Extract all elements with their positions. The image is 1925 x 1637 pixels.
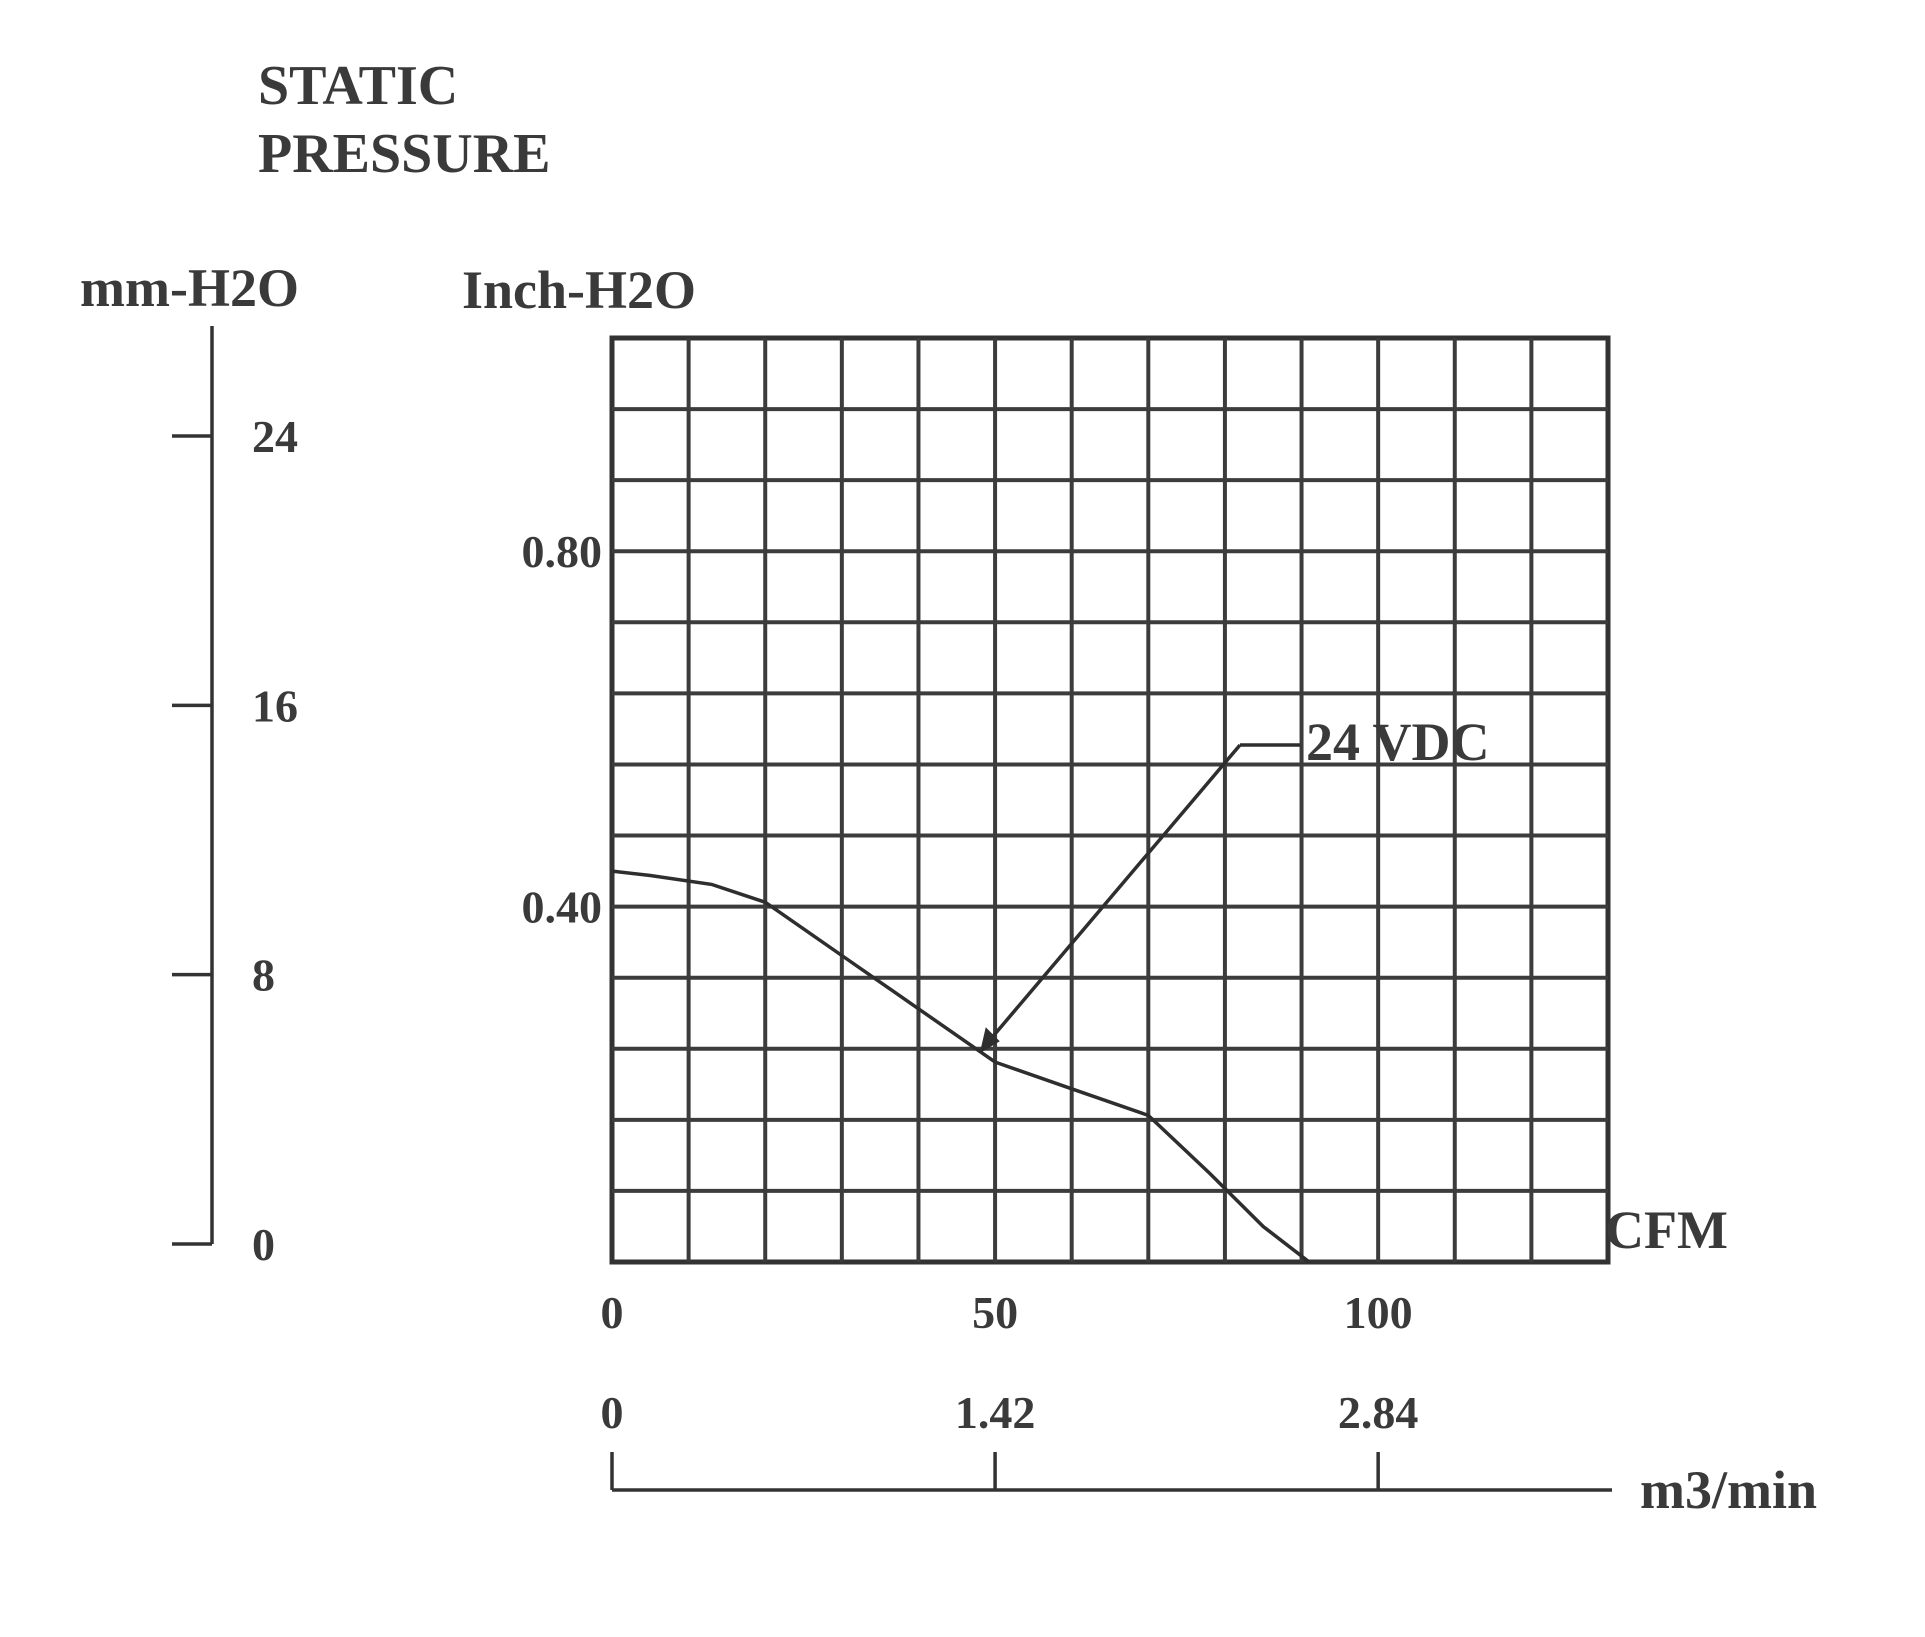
y-tick-label: 0.40 xyxy=(522,882,603,933)
annotation-arrowhead xyxy=(979,1027,1000,1054)
x-tick-label: 100 xyxy=(1344,1287,1413,1338)
x-axis-ticks: 0 50 100 xyxy=(601,1287,1413,1338)
x2-axis-tick-label: 2.84 xyxy=(1338,1387,1419,1438)
chart-title-line-1: STATIC xyxy=(258,55,458,117)
y-axis-unit: Inch-H2O xyxy=(462,260,696,320)
annotation-leader-line xyxy=(982,743,1242,1049)
x2-axis: 0 1.42 2.84 xyxy=(601,1387,1612,1492)
series-layer: 24 VDC xyxy=(611,712,1490,1264)
chart-title-line-2: PRESSURE xyxy=(258,123,551,185)
x2-axis-unit: m3/min xyxy=(1640,1460,1817,1520)
plot-grid xyxy=(609,335,1611,1265)
x2-axis-tick-label: 0 xyxy=(601,1387,624,1438)
left-axis-tick-label: 0 xyxy=(252,1219,275,1270)
plot-frame xyxy=(609,335,1611,1265)
series-line-24vdc xyxy=(611,869,1311,1264)
left-axis-tick-label: 16 xyxy=(252,680,298,731)
left-axis-tick-label: 8 xyxy=(252,950,275,1001)
series-label-24vdc: 24 VDC xyxy=(1306,712,1490,772)
left-axis-unit: mm-H2O xyxy=(80,258,299,318)
x2-axis-tick-label: 1.42 xyxy=(955,1387,1036,1438)
x-tick-label: 50 xyxy=(972,1287,1018,1338)
left-axis: 24 16 8 0 xyxy=(172,326,298,1270)
left-axis-tick-label: 24 xyxy=(252,411,298,462)
y-tick-label: 0.80 xyxy=(522,526,603,577)
x-axis-unit: CFM xyxy=(1605,1200,1728,1260)
y-axis-ticks: 0.80 0.40 xyxy=(522,526,603,932)
x-tick-label: 0 xyxy=(601,1287,624,1338)
